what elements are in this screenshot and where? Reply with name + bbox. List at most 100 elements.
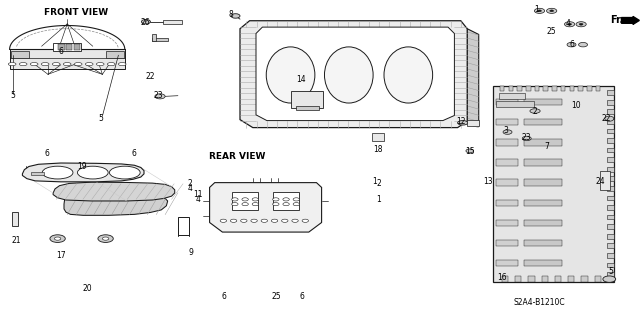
Bar <box>526 86 531 91</box>
Text: 2: 2 <box>532 107 538 116</box>
Bar <box>496 179 518 186</box>
Text: 22: 22 <box>602 114 611 122</box>
Text: 14: 14 <box>296 75 306 84</box>
Ellipse shape <box>273 198 279 201</box>
Bar <box>607 205 614 210</box>
Ellipse shape <box>141 19 150 24</box>
Bar <box>607 243 614 248</box>
Bar <box>568 276 575 282</box>
Ellipse shape <box>8 63 16 66</box>
Ellipse shape <box>293 203 300 206</box>
Bar <box>273 192 299 210</box>
Ellipse shape <box>118 63 126 66</box>
Bar <box>607 176 614 181</box>
Ellipse shape <box>155 94 165 99</box>
Text: 11: 11 <box>194 190 203 199</box>
Text: 2: 2 <box>376 179 381 188</box>
Polygon shape <box>256 27 454 121</box>
Bar <box>524 139 562 145</box>
Bar <box>31 172 44 175</box>
Ellipse shape <box>19 63 27 66</box>
Bar <box>524 200 562 206</box>
Text: 4: 4 <box>196 195 201 204</box>
Bar <box>600 171 610 190</box>
Ellipse shape <box>42 63 49 66</box>
Text: 15: 15 <box>465 147 476 156</box>
Text: 23: 23 <box>522 133 532 142</box>
Text: 17: 17 <box>56 251 66 260</box>
Ellipse shape <box>302 219 308 222</box>
Bar <box>555 276 561 282</box>
Ellipse shape <box>231 14 240 18</box>
Text: 25: 25 <box>547 27 557 36</box>
Bar <box>607 253 614 258</box>
Bar <box>607 109 614 114</box>
Polygon shape <box>64 192 168 215</box>
Text: 20: 20 <box>83 284 93 293</box>
Ellipse shape <box>109 166 140 179</box>
Text: 18: 18 <box>373 145 382 154</box>
Ellipse shape <box>292 219 298 222</box>
Bar <box>496 200 518 206</box>
Bar <box>535 86 540 91</box>
Ellipse shape <box>230 219 237 222</box>
Text: 19: 19 <box>77 162 87 171</box>
Text: FRONT VIEW: FRONT VIEW <box>44 8 108 17</box>
Text: 6: 6 <box>58 47 63 56</box>
Text: 7: 7 <box>545 142 550 151</box>
Bar <box>607 138 614 143</box>
Bar <box>372 133 384 141</box>
Ellipse shape <box>567 42 576 47</box>
Ellipse shape <box>252 203 259 206</box>
Ellipse shape <box>282 219 288 222</box>
Bar <box>12 212 18 226</box>
Ellipse shape <box>108 63 115 66</box>
Ellipse shape <box>220 219 227 222</box>
Ellipse shape <box>530 109 540 113</box>
Ellipse shape <box>74 63 82 66</box>
Bar <box>607 100 614 105</box>
Text: 6: 6 <box>569 40 574 49</box>
Bar <box>524 159 562 166</box>
Bar <box>517 86 522 91</box>
Bar <box>178 217 189 235</box>
Bar <box>10 49 125 69</box>
Ellipse shape <box>77 166 108 179</box>
Text: 26: 26 <box>140 18 150 27</box>
Ellipse shape <box>252 198 259 201</box>
Bar <box>596 86 600 91</box>
Bar <box>541 276 548 282</box>
Ellipse shape <box>52 63 60 66</box>
Text: 3: 3 <box>503 126 508 135</box>
Bar <box>163 20 182 24</box>
Text: 1: 1 <box>372 177 377 186</box>
Bar <box>543 86 548 91</box>
Text: 6: 6 <box>132 149 137 158</box>
Ellipse shape <box>579 23 583 25</box>
Bar <box>106 51 124 58</box>
Ellipse shape <box>30 63 38 66</box>
Bar <box>496 119 518 125</box>
Text: 1: 1 <box>534 5 539 14</box>
Bar <box>232 192 258 210</box>
Text: 6: 6 <box>221 292 227 300</box>
Ellipse shape <box>550 10 554 12</box>
Ellipse shape <box>576 22 586 27</box>
Bar <box>607 215 614 219</box>
Ellipse shape <box>283 203 289 206</box>
Bar <box>552 86 557 91</box>
Ellipse shape <box>261 219 268 222</box>
Bar <box>607 148 614 152</box>
Bar <box>595 276 601 282</box>
Ellipse shape <box>458 121 468 125</box>
Text: 24: 24 <box>595 177 605 186</box>
Text: 8: 8 <box>228 10 233 19</box>
Text: 25: 25 <box>271 292 282 300</box>
Text: 23: 23 <box>154 91 164 100</box>
Bar <box>561 86 565 91</box>
Ellipse shape <box>271 219 278 222</box>
Text: 21: 21 <box>12 236 20 245</box>
Text: 4: 4 <box>188 184 193 193</box>
Ellipse shape <box>54 237 61 240</box>
Bar <box>607 196 614 200</box>
